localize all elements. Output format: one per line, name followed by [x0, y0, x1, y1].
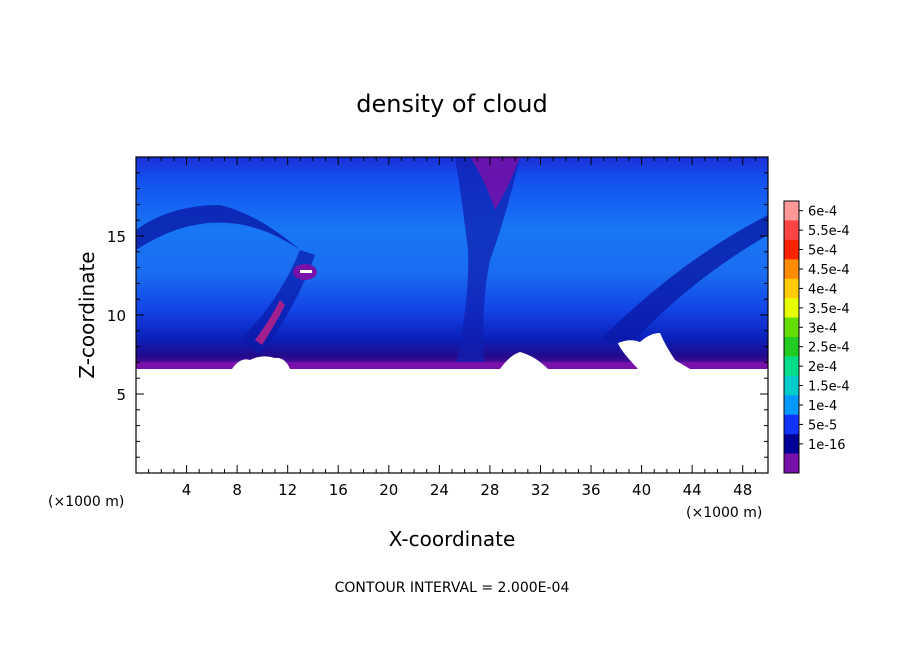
band-right: [600, 215, 768, 345]
colorbar-label: 2.5e-4: [808, 341, 850, 356]
x-tick-label: 12: [278, 481, 297, 499]
colorbar-swatch: [784, 278, 799, 299]
x-tick-label: 36: [581, 481, 600, 499]
colorbar-swatch: [784, 453, 799, 474]
plume-top: [470, 157, 520, 210]
colorbar-label: 5.5e-4: [808, 224, 850, 239]
z-unit-label: (×1000 m): [48, 494, 124, 510]
chart-title: density of cloud: [356, 90, 547, 118]
y-axis: 5 10 15: [107, 172, 768, 458]
colorbar-label: 1e-4: [808, 399, 837, 414]
plot-area: [136, 157, 768, 473]
colorbar-swatch: [784, 395, 799, 416]
colorbar-label: 3.5e-4: [808, 302, 850, 317]
colorbar-swatch: [784, 317, 799, 338]
x-tick-label: 40: [632, 481, 651, 499]
x-tick-label: 24: [430, 481, 449, 499]
y-tick-label: 15: [107, 228, 126, 246]
clear-region: [136, 333, 768, 473]
x-unit-label: (×1000 m): [686, 505, 762, 521]
colorbar-swatch: [784, 356, 799, 377]
cloud-field: [136, 157, 768, 369]
x-axis: 4 8 12 16 20 24 28 32 36 40 44 48: [148, 157, 756, 499]
plume-center: [455, 157, 520, 369]
colorbar-swatch: [784, 298, 799, 318]
base-fringe: [136, 362, 768, 369]
x-tick-label: 48: [733, 481, 752, 499]
colorbar-label: 1.5e-4: [808, 380, 850, 395]
x-axis-label: X-coordinate: [389, 527, 516, 551]
colorbar-swatch: [784, 239, 799, 260]
x-tick-label: 20: [379, 481, 398, 499]
x-tick-label: 4: [182, 481, 192, 499]
y-axis-label: Z-coordinate: [75, 251, 99, 378]
x-tick-label: 8: [232, 481, 242, 499]
x-tick-label: 16: [329, 481, 348, 499]
colorbar-frame: [783, 200, 800, 474]
cell-left-core: [300, 270, 312, 273]
colorbar-swatch: [784, 414, 799, 435]
colorbar-label: 4e-4: [808, 282, 837, 297]
colorbar-swatch: [784, 201, 799, 221]
x-tick-label: 44: [683, 481, 702, 499]
colorbar-swatch: [784, 337, 799, 357]
y-tick-label: 10: [107, 307, 126, 325]
colorbar-swatch: [784, 259, 799, 280]
streak-purple: [255, 300, 285, 345]
y-tick-label: 5: [116, 386, 126, 404]
colorbar-label: 4.5e-4: [808, 263, 850, 278]
colorbar-label: 2e-4: [808, 360, 837, 375]
contour-interval: CONTOUR INTERVAL = 2.000E-04: [335, 580, 570, 596]
x-tick-label: 28: [480, 481, 499, 499]
x-tick-label: 32: [531, 481, 550, 499]
colorbar: 6e-4 5.5e-4 5e-4 4.5e-4 4e-4 3.5e-4 3e-4 2.5e-4…: [783, 200, 850, 474]
colorbar-label: 5e-5: [808, 418, 837, 433]
colorbar-label: 3e-4: [808, 321, 837, 336]
colorbar-swatch: [784, 375, 799, 396]
colorbar-label: 5e-4: [808, 244, 837, 259]
band-upper-left: [136, 205, 300, 250]
colorbar-swatch: [784, 220, 799, 241]
colorbar-label: 1e-16: [808, 438, 846, 453]
colorbar-swatch: [784, 434, 799, 454]
colorbar-label: 6e-4: [808, 205, 837, 220]
